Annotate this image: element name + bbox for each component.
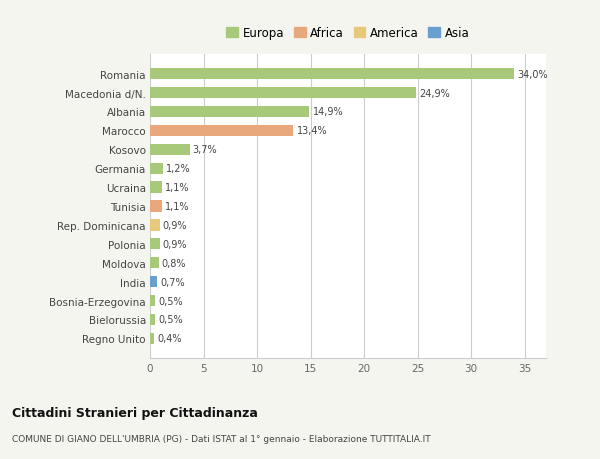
Text: 1,1%: 1,1% bbox=[165, 183, 190, 193]
Text: Cittadini Stranieri per Cittadinanza: Cittadini Stranieri per Cittadinanza bbox=[12, 406, 258, 419]
Text: 14,9%: 14,9% bbox=[313, 107, 343, 117]
Bar bbox=[150, 69, 514, 80]
Bar bbox=[150, 201, 162, 212]
Text: 1,2%: 1,2% bbox=[166, 164, 191, 174]
Text: 24,9%: 24,9% bbox=[420, 89, 451, 98]
Bar bbox=[150, 295, 155, 307]
Text: 0,4%: 0,4% bbox=[157, 334, 182, 344]
Bar bbox=[150, 144, 190, 156]
Bar bbox=[150, 125, 293, 137]
Bar bbox=[150, 276, 157, 288]
Bar bbox=[150, 257, 158, 269]
Bar bbox=[150, 333, 154, 344]
Bar bbox=[150, 106, 310, 118]
Text: 0,7%: 0,7% bbox=[161, 277, 185, 287]
Text: 3,7%: 3,7% bbox=[193, 145, 217, 155]
Bar bbox=[150, 88, 416, 99]
Legend: Europa, Africa, America, Asia: Europa, Africa, America, Asia bbox=[224, 25, 472, 42]
Bar bbox=[150, 239, 160, 250]
Text: 0,5%: 0,5% bbox=[158, 315, 183, 325]
Text: 0,9%: 0,9% bbox=[163, 220, 187, 230]
Text: 34,0%: 34,0% bbox=[517, 69, 548, 79]
Text: 0,8%: 0,8% bbox=[162, 258, 186, 268]
Text: 13,4%: 13,4% bbox=[296, 126, 327, 136]
Text: 1,1%: 1,1% bbox=[165, 202, 190, 212]
Text: 0,5%: 0,5% bbox=[158, 296, 183, 306]
Text: COMUNE DI GIANO DELL'UMBRIA (PG) - Dati ISTAT al 1° gennaio - Elaborazione TUTTI: COMUNE DI GIANO DELL'UMBRIA (PG) - Dati … bbox=[12, 434, 431, 443]
Text: 0,9%: 0,9% bbox=[163, 239, 187, 249]
Bar bbox=[150, 314, 155, 325]
Bar bbox=[150, 182, 162, 193]
Bar bbox=[150, 220, 160, 231]
Bar bbox=[150, 163, 163, 174]
